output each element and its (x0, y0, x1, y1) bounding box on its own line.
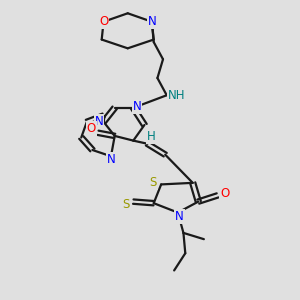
Text: NH: NH (168, 89, 185, 102)
Text: H: H (147, 130, 155, 143)
Text: O: O (99, 15, 108, 28)
Text: N: N (175, 210, 184, 223)
Text: O: O (87, 122, 96, 135)
Text: N: N (106, 153, 116, 166)
Text: O: O (220, 187, 230, 200)
Text: S: S (149, 176, 157, 189)
Text: N: N (133, 100, 141, 113)
Text: N: N (148, 15, 156, 28)
Text: S: S (122, 198, 130, 211)
Text: N: N (95, 115, 103, 128)
